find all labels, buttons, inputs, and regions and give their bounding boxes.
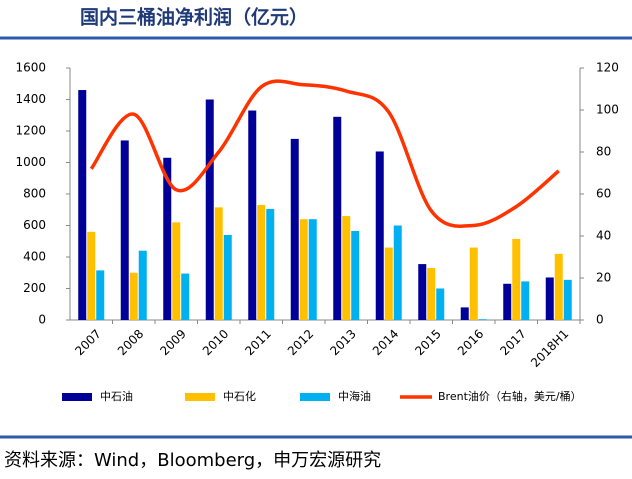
bar [342,216,351,320]
bar [205,99,214,320]
y2-tick-label: 120 [596,61,619,75]
bar [248,110,257,321]
bar [393,225,402,320]
y2-tick-label: 0 [596,313,604,327]
bar [290,138,299,320]
bar [503,283,512,320]
legend-label: 中石化 [223,389,256,403]
y-tick-label: 600 [23,218,46,232]
y-tick-label: 200 [23,281,46,295]
y2-tick-label: 20 [596,271,611,285]
x-tick-label: 2008 [115,327,146,358]
bar [181,273,190,320]
bar [512,238,521,320]
y-tick-label: 1400 [15,92,46,106]
bar [172,222,181,320]
legend-marker [300,393,330,401]
x-tick-label: 2009 [157,327,188,358]
legend-label: 中石油 [100,389,133,403]
bar [87,231,96,320]
bar [351,231,360,320]
x-tick-label: 2012 [285,327,316,358]
legend-marker [62,393,92,401]
x-tick-label: 2013 [327,327,358,358]
bar [266,208,275,320]
x-tick-label: 2016 [455,327,486,358]
bar [563,279,572,320]
bar [308,219,317,320]
bar [460,307,469,320]
x-tick-label: 2015 [412,327,443,358]
bar [375,151,384,320]
bar [478,319,487,320]
bar [333,116,342,320]
legend-label: 中海油 [338,389,371,403]
bar [545,277,554,320]
bar [129,272,138,320]
y2-tick-label: 40 [596,229,611,243]
x-tick-label: 2010 [200,327,231,358]
legend-label: Brent油价（右轴，美元/桶） [438,389,582,403]
bar [120,140,129,320]
bar [521,281,530,320]
line [89,79,560,228]
y2-tick-label: 100 [596,103,619,117]
y-tick-label: 800 [23,187,46,201]
y-tick-label: 0 [38,313,46,327]
bar [418,264,427,320]
bar [214,207,223,320]
y2-tick-label: 80 [596,145,611,159]
source-note: 资料来源：Wind，Bloomberg，申万宏源研究 [4,450,381,471]
x-tick-label: 2018H1 [528,327,571,370]
y-tick-label: 400 [23,250,46,264]
bar [469,247,478,320]
bar [138,250,147,320]
x-tick-label: 2011 [242,327,273,358]
bar [554,253,563,320]
x-tick-label: 2014 [370,327,401,358]
x-tick-label: 2007 [72,327,103,358]
y2-tick-label: 60 [596,187,611,201]
y-tick-label: 1200 [15,124,46,138]
y-tick-label: 1600 [15,61,46,75]
bar [96,270,105,320]
x-tick-label: 2017 [497,327,528,358]
bar [436,288,445,320]
bar [163,157,172,320]
bar [299,219,308,320]
bar [384,247,393,320]
bar [427,268,436,320]
bar [257,205,266,320]
chart-title: 国内三桶油净利润（亿元） [80,6,308,29]
bar [78,90,87,320]
legend-marker [185,393,215,401]
y-tick-label: 1000 [15,155,46,169]
bar [223,234,232,320]
